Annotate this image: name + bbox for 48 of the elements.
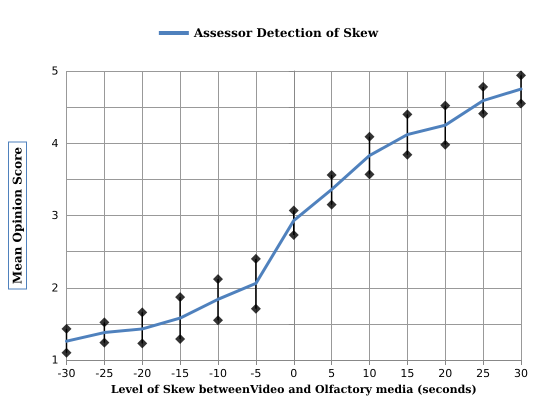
point bbox=[175, 334, 186, 344]
point bbox=[213, 274, 223, 284]
point bbox=[213, 315, 223, 326]
y-tick-label: 2 bbox=[52, 281, 58, 294]
point bbox=[440, 140, 450, 150]
x-tick-label: 10 bbox=[362, 367, 376, 380]
line-series bbox=[65, 88, 522, 343]
x-tick-label: -20 bbox=[133, 367, 152, 380]
point bbox=[175, 292, 186, 302]
point bbox=[402, 150, 412, 160]
point bbox=[137, 307, 148, 318]
x-tick-label: -10 bbox=[209, 367, 227, 380]
point bbox=[326, 170, 337, 180]
point bbox=[364, 169, 374, 180]
y-axis-title: Mean Opinion Score bbox=[10, 146, 24, 284]
x-tick-label: 20 bbox=[438, 367, 452, 380]
x-tick-label: -30 bbox=[58, 367, 76, 380]
y-tick-label: 5 bbox=[52, 64, 58, 78]
y-tick-label: 4 bbox=[52, 136, 58, 150]
point bbox=[516, 70, 526, 80]
y-tick-label: 3 bbox=[52, 209, 58, 222]
point bbox=[62, 324, 72, 334]
x-tick-label: -15 bbox=[171, 367, 190, 380]
point bbox=[62, 348, 72, 358]
point bbox=[137, 338, 148, 348]
x-tick-label: 0 bbox=[290, 367, 298, 380]
x-tick-label: 25 bbox=[476, 367, 490, 380]
point bbox=[402, 109, 412, 120]
x-tick-label: 15 bbox=[400, 367, 414, 380]
point bbox=[440, 100, 450, 111]
point bbox=[364, 132, 374, 142]
point bbox=[326, 200, 337, 210]
legend-label: Assessor Detection of Skew bbox=[192, 26, 379, 40]
x-tick-label: 30 bbox=[514, 367, 528, 380]
x-tick-label: -25 bbox=[95, 367, 114, 380]
point bbox=[99, 317, 110, 328]
point bbox=[478, 82, 488, 92]
x-tick-label: -5 bbox=[250, 367, 262, 380]
x-tick-label: 5 bbox=[328, 367, 336, 380]
x-axis-title: Level of Skew betweenVideo and Olfactory media (seconds) bbox=[110, 382, 477, 396]
point bbox=[250, 254, 261, 264]
y-tick-label: 1 bbox=[52, 354, 58, 366]
point bbox=[288, 230, 299, 240]
point bbox=[478, 108, 488, 119]
point bbox=[99, 338, 110, 348]
point bbox=[516, 98, 526, 109]
point bbox=[250, 304, 261, 314]
point bbox=[288, 205, 299, 216]
